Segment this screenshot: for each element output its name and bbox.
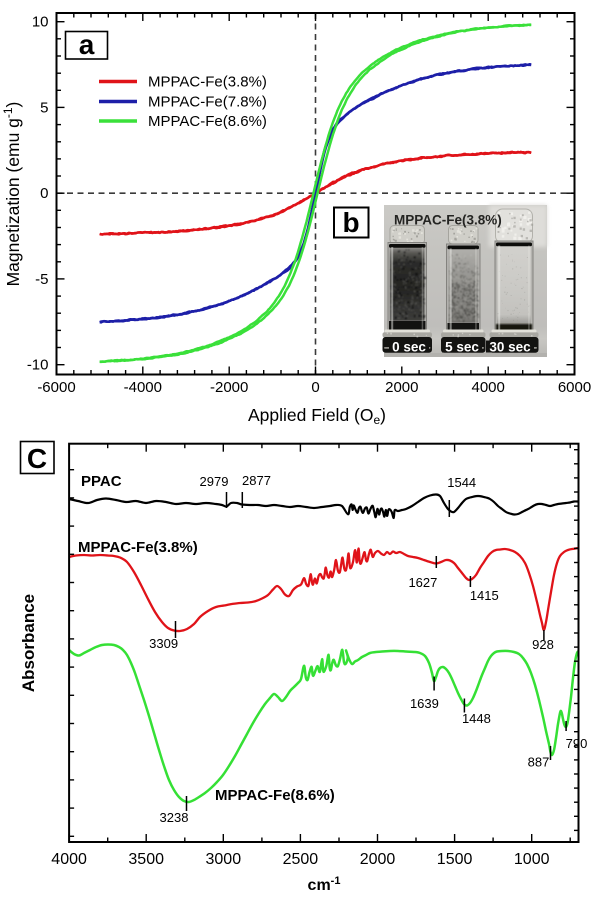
svg-text:1448: 1448 (462, 711, 491, 726)
svg-text:-4000: -4000 (124, 379, 162, 396)
svg-text:2000: 2000 (360, 851, 396, 868)
svg-text:1415: 1415 (470, 588, 499, 603)
svg-text:3500: 3500 (128, 851, 164, 868)
svg-text:PPAC: PPAC (81, 473, 122, 490)
svg-text:10: 10 (32, 14, 49, 31)
svg-text:3238: 3238 (160, 810, 189, 825)
svg-text:6000: 6000 (558, 379, 591, 396)
svg-text:1627: 1627 (408, 575, 437, 590)
svg-text:0: 0 (311, 379, 319, 396)
svg-text:1544: 1544 (447, 475, 476, 490)
svg-text:MPPAC-Fe(3.8%): MPPAC-Fe(3.8%) (78, 539, 198, 556)
svg-text:-5: -5 (35, 271, 48, 288)
svg-text:887: 887 (528, 755, 550, 770)
svg-text:2500: 2500 (283, 851, 319, 868)
svg-text:MPPAC-Fe(3.8%): MPPAC-Fe(3.8%) (148, 74, 267, 91)
svg-text:0 sec: 0 sec (392, 340, 426, 355)
svg-text:b: b (342, 207, 359, 238)
svg-text:5 sec: 5 sec (445, 340, 479, 355)
svg-text:1500: 1500 (437, 851, 473, 868)
svg-text:Absorbance: Absorbance (19, 594, 38, 692)
svg-text:3309: 3309 (149, 636, 178, 651)
svg-text:5: 5 (40, 99, 48, 116)
svg-text:4000: 4000 (472, 379, 505, 396)
svg-text:3000: 3000 (206, 851, 242, 868)
svg-text:0: 0 (40, 185, 48, 202)
svg-text:MPPAC-Fe(7.8%): MPPAC-Fe(7.8%) (148, 94, 267, 111)
svg-text:C: C (27, 443, 47, 474)
svg-text:-10: -10 (27, 357, 49, 374)
svg-text:790: 790 (566, 736, 588, 751)
svg-text:-2000: -2000 (210, 379, 248, 396)
svg-text:Applied Field (Oe): Applied Field (Oe) (248, 405, 386, 427)
svg-text:4000: 4000 (51, 851, 87, 868)
svg-text:2000: 2000 (385, 379, 418, 396)
svg-text:1000: 1000 (514, 851, 550, 868)
svg-text:1639: 1639 (410, 696, 439, 711)
svg-text:928: 928 (532, 637, 554, 652)
svg-text:30 sec: 30 sec (489, 340, 531, 355)
svg-text:MPPAC-Fe(8.6%): MPPAC-Fe(8.6%) (148, 113, 267, 130)
svg-text:2979: 2979 (200, 474, 229, 489)
svg-text:Magnetization (emu g-1): Magnetization (emu g-1) (1, 102, 23, 287)
svg-text:-6000: -6000 (37, 379, 75, 396)
svg-text:MPPAC-Fe(3.8%): MPPAC-Fe(3.8%) (394, 213, 502, 228)
svg-text:a: a (79, 29, 95, 60)
svg-text:2877: 2877 (242, 473, 271, 488)
svg-text:MPPAC-Fe(8.6%): MPPAC-Fe(8.6%) (215, 787, 335, 804)
